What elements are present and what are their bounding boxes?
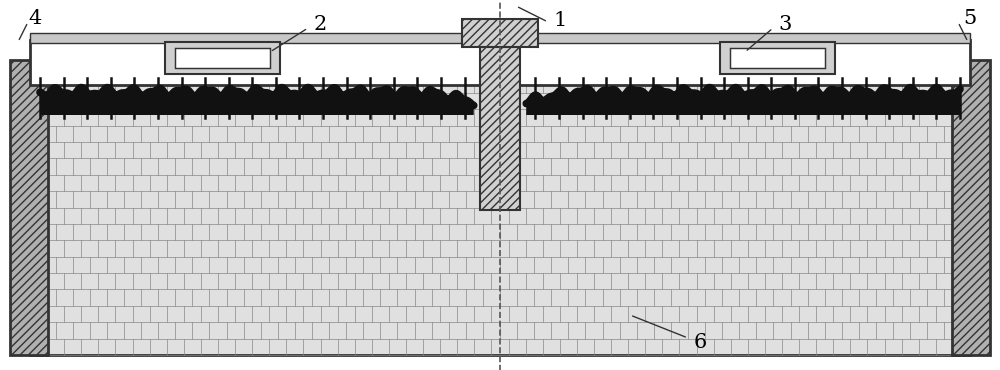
- Polygon shape: [526, 88, 960, 115]
- Bar: [10, 60, 48, 355]
- Text: 1: 1: [553, 10, 567, 30]
- Bar: [175, 48, 270, 68]
- Bar: [952, 60, 990, 355]
- Text: 4: 4: [28, 9, 42, 27]
- Polygon shape: [40, 88, 474, 115]
- Bar: [165, 42, 280, 74]
- Bar: [30, 40, 970, 85]
- Bar: [30, 60, 970, 355]
- Text: 6: 6: [693, 333, 707, 352]
- Bar: [480, 35, 520, 210]
- Text: 3: 3: [778, 16, 792, 34]
- Bar: [462, 19, 538, 47]
- Bar: [30, 33, 970, 43]
- Bar: [720, 42, 835, 74]
- Bar: [730, 48, 825, 68]
- Text: 2: 2: [313, 16, 327, 34]
- Text: 5: 5: [963, 9, 977, 27]
